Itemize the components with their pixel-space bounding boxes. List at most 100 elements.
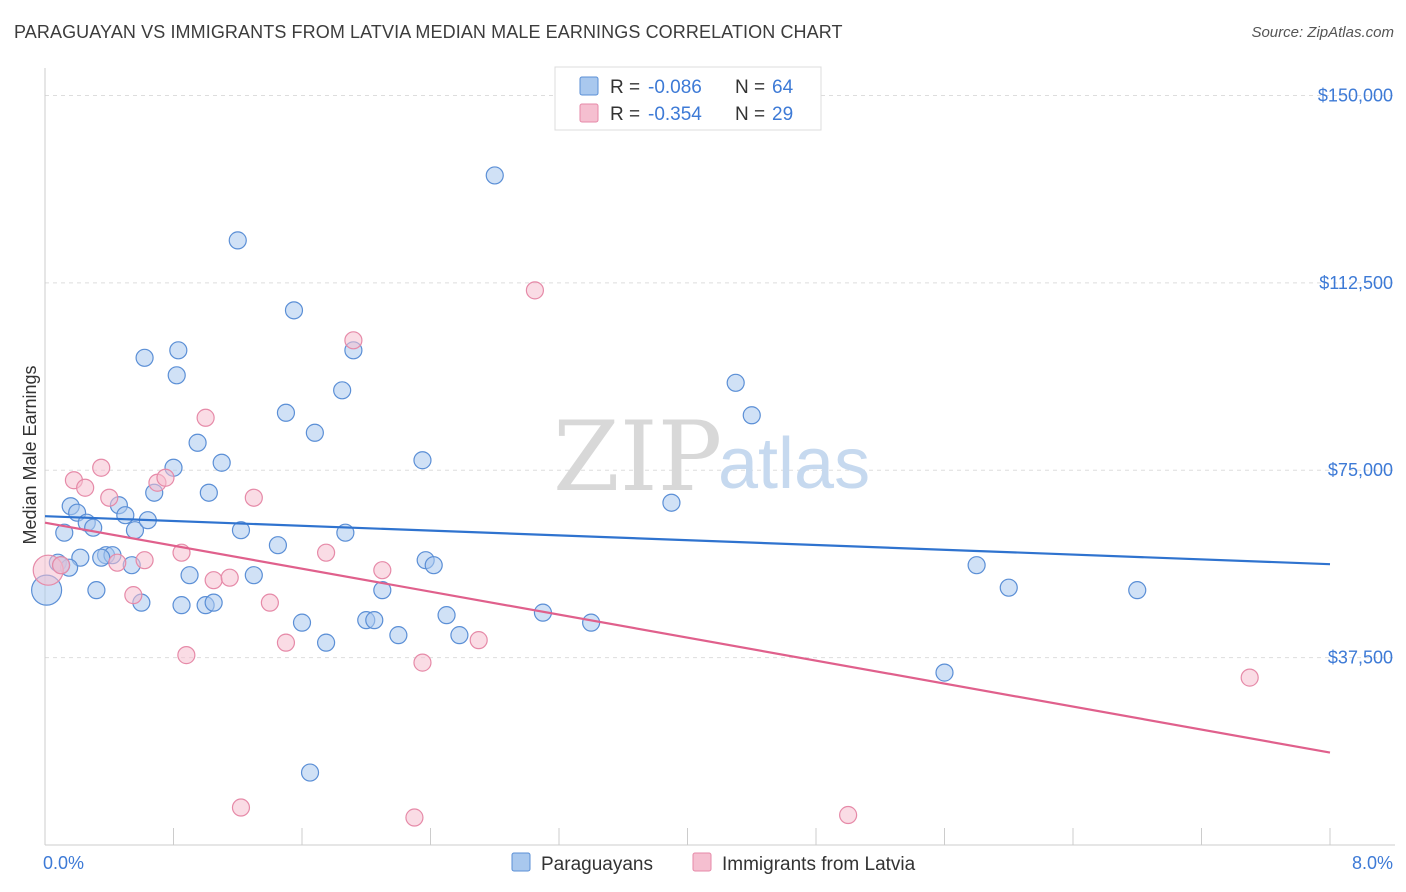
- paraguayans-point-30: [268, 536, 288, 555]
- y-tick-label-2: $112,500: [1319, 273, 1393, 293]
- x-tick-label-1: 8.0%: [1352, 853, 1393, 873]
- latvia-point-4: [92, 458, 111, 477]
- paraguayans-point-31: [276, 403, 296, 422]
- paraguayans-point-25: [204, 593, 223, 612]
- axes: [44, 68, 1395, 846]
- legend-n-label-1: N =: [735, 77, 765, 98]
- legend-swatch-pink: [579, 103, 599, 123]
- y-tick-labels: $37,500 $75,000 $112,500 $150,000: [1318, 85, 1393, 667]
- latvia-point-7: [124, 586, 143, 605]
- paraguayans-point-21: [180, 566, 199, 585]
- bottom-legend-label-2: Immigrants from Latvia: [722, 854, 916, 875]
- latvia-point-23: [405, 808, 424, 827]
- paraguayans-point-59: [167, 366, 186, 385]
- paraguayans-point-28: [231, 521, 251, 540]
- paraguayans-point-52: [662, 493, 681, 512]
- legend-r-label-2: R =: [610, 104, 640, 125]
- paraguayans-point-41: [365, 611, 384, 630]
- latvia-point-13: [196, 408, 215, 427]
- latvia-point-8: [135, 551, 154, 570]
- bottom-legend-swatch-blue: [511, 852, 531, 872]
- paraguayans-point-58: [1128, 581, 1147, 600]
- legend-r-value-2: -0.354: [648, 104, 702, 125]
- bottom-legend: Paraguayans Immigrants from Latvia: [511, 852, 916, 875]
- y-tick-label-3: $150,000: [1318, 85, 1393, 105]
- paraguayans-point-32: [284, 301, 304, 320]
- paraguayans-point-46: [424, 556, 443, 575]
- paraguayans-point-51: [582, 613, 601, 632]
- y-axis-label: Median Male Earnings: [20, 365, 40, 544]
- watermark-zip: ZIP: [553, 401, 722, 513]
- latvia-point-26: [525, 281, 545, 300]
- latvia-point-22: [373, 561, 392, 580]
- paraguayans-point-36: [316, 633, 336, 652]
- latvia-point-28: [1240, 668, 1259, 687]
- legend-r-label-1: R =: [610, 77, 640, 98]
- latvia-point-16: [231, 798, 251, 817]
- paraguayans-point-44: [413, 451, 432, 470]
- paraguayans-point-26: [212, 453, 231, 472]
- paraguayans-point-42: [373, 581, 392, 600]
- legend-box: [554, 66, 822, 131]
- legend-r-value-1: -0.086: [648, 77, 702, 98]
- latvia-point-6: [108, 553, 127, 572]
- latvia-point-1: [51, 556, 71, 575]
- bottom-legend-swatch-pink: [692, 852, 712, 872]
- paraguayans-point-48: [450, 626, 469, 645]
- latvia-point-17: [244, 488, 263, 507]
- x-tick-labels: 0.0% 8.0%: [43, 853, 1393, 873]
- paraguayans-point-33: [292, 613, 312, 632]
- trend-lines: [44, 515, 1331, 754]
- latvia-point-3: [76, 478, 95, 497]
- paraguayans-point-56: [967, 556, 986, 575]
- latvia-point-15: [220, 568, 239, 587]
- paraguayans-point-57: [999, 578, 1018, 597]
- bottom-legend-label-1: Paraguayans: [541, 854, 653, 875]
- latvia-point-21: [344, 331, 363, 350]
- legend-n-label-2: N =: [735, 104, 765, 125]
- latvia-point-25: [469, 631, 488, 650]
- paraguayans-point-47: [437, 606, 456, 625]
- paraguayans-point-37: [333, 381, 352, 400]
- paraguayans-point-20: [172, 596, 191, 615]
- legend: R = -0.086 N = 64 R = -0.354 N = 29: [554, 66, 822, 131]
- latvia-point-27: [839, 805, 858, 825]
- paraguayans-point-34: [300, 763, 320, 782]
- paraguayans-point-60: [169, 341, 188, 360]
- latvia-point-19: [276, 633, 296, 652]
- paraguayans-trend-line: [44, 515, 1331, 566]
- paraguayans-point-61: [92, 548, 111, 567]
- latvia-point-10: [156, 468, 175, 487]
- paraguayans-point-54: [742, 406, 761, 425]
- latvia-trend-line: [44, 521, 1331, 754]
- data-points: [31, 166, 1259, 827]
- legend-swatch-blue: [579, 76, 599, 96]
- paraguayans-point-12: [116, 506, 135, 525]
- paraguayans-point-7: [84, 518, 103, 537]
- paraguayans-point-16: [135, 348, 154, 367]
- paraguayans-point-43: [389, 626, 408, 645]
- latvia-point-5: [100, 488, 119, 507]
- latvia-point-12: [177, 646, 196, 665]
- watermark-atlas: atlas: [718, 424, 870, 504]
- y-tick-label-1: $75,000: [1328, 460, 1393, 480]
- paraguayans-point-53: [726, 373, 745, 392]
- x-tick-label-0: 0.0%: [43, 853, 84, 873]
- legend-n-value-1: 64: [772, 77, 794, 98]
- paraguayans-point-49: [485, 166, 504, 185]
- latvia-point-20: [316, 543, 336, 562]
- paraguayans-point-35: [305, 423, 324, 442]
- latvia-point-24: [413, 653, 432, 672]
- paraguayans-point-8: [87, 581, 106, 600]
- paraguayans-point-29: [244, 566, 263, 585]
- source-label: Source: ZipAtlas.com: [1251, 24, 1394, 41]
- chart-title: PARAGUAYAN VS IMMIGRANTS FROM LATVIA MED…: [14, 22, 843, 42]
- latvia-point-18: [260, 593, 279, 612]
- y-tick-label-0: $37,500: [1328, 648, 1393, 668]
- paraguayans-point-2: [55, 523, 74, 542]
- paraguayans-point-27: [228, 231, 247, 250]
- legend-n-value-2: 29: [772, 104, 793, 125]
- watermark: ZIP atlas: [553, 401, 870, 513]
- paraguayans-point-55: [935, 663, 954, 682]
